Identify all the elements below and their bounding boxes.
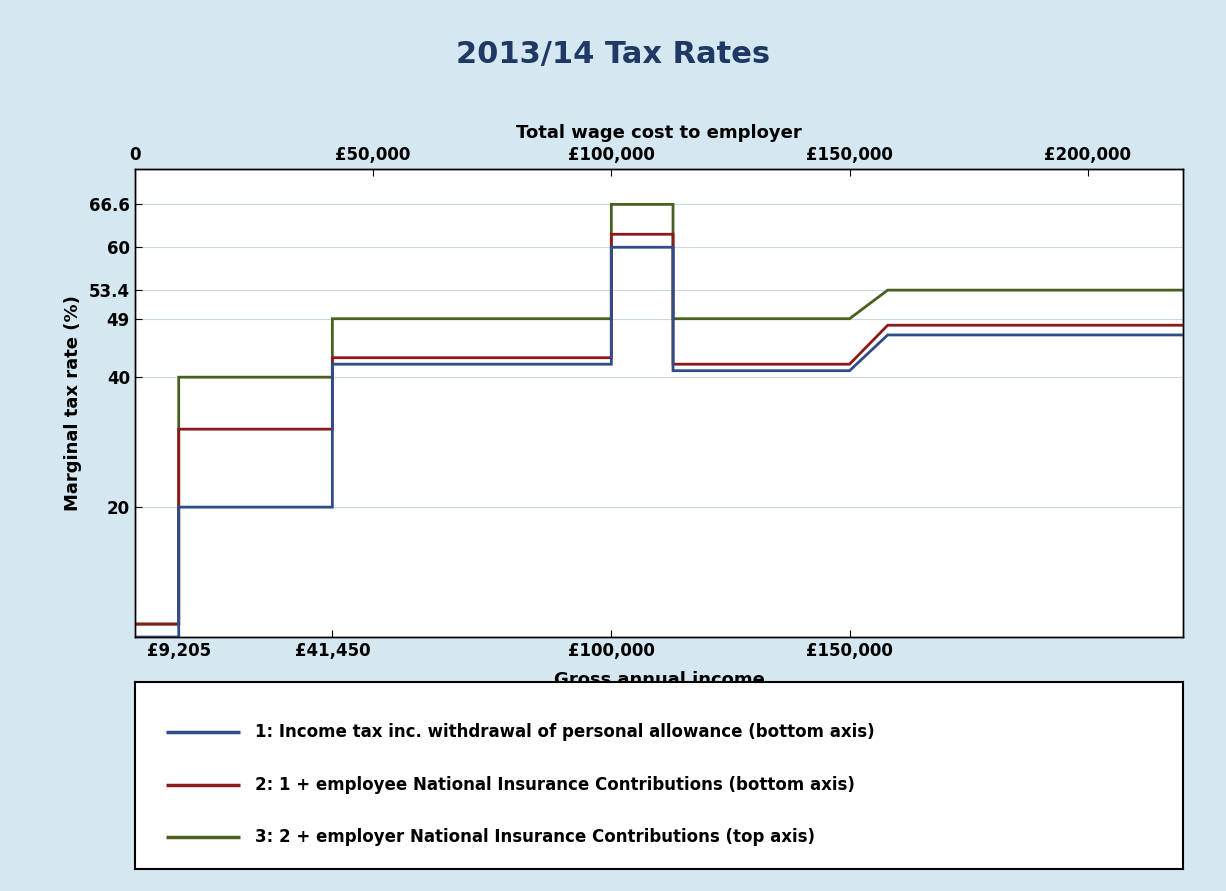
X-axis label: Gross annual income: Gross annual income bbox=[553, 671, 765, 689]
Text: 3: 2 + employer National Insurance Contributions (top axis): 3: 2 + employer National Insurance Contr… bbox=[255, 828, 815, 846]
Text: 2: 1 + employee National Insurance Contributions (bottom axis): 2: 1 + employee National Insurance Contr… bbox=[255, 775, 856, 794]
X-axis label: Total wage cost to employer: Total wage cost to employer bbox=[516, 124, 802, 142]
Text: 1: Income tax inc. withdrawal of personal allowance (bottom axis): 1: Income tax inc. withdrawal of persona… bbox=[255, 723, 875, 741]
Y-axis label: Marginal tax rate (%): Marginal tax rate (%) bbox=[64, 295, 82, 511]
Text: 2013/14 Tax Rates: 2013/14 Tax Rates bbox=[456, 40, 770, 69]
